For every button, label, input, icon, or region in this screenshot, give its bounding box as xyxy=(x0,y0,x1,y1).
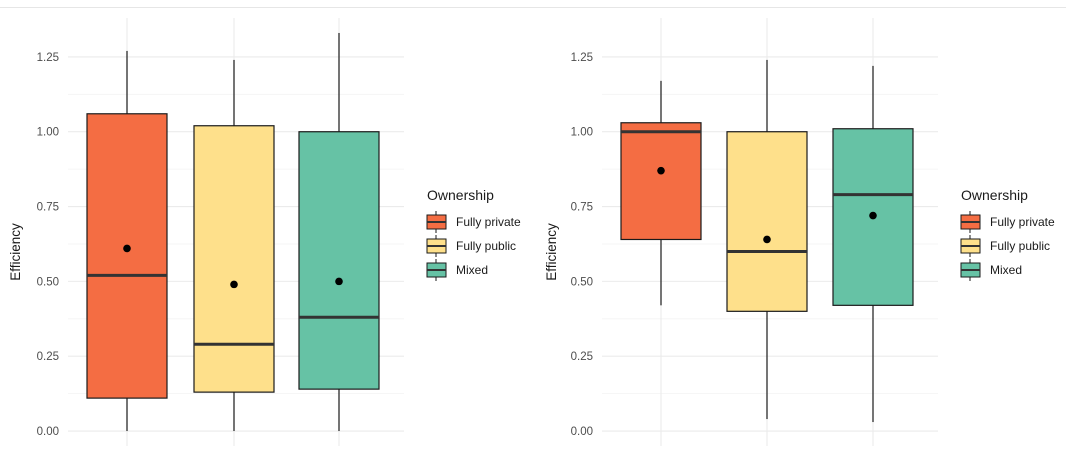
legend-title: Ownership xyxy=(427,187,494,203)
iqr-box xyxy=(298,131,380,390)
box-fully-private xyxy=(620,80,702,306)
legend-entry-label: Mixed xyxy=(456,263,488,277)
y-axis-label: Efficiency xyxy=(8,223,23,281)
mean-point xyxy=(657,166,665,175)
legend-entry-label: Fully private xyxy=(990,215,1055,229)
y-tick-label: 0.25 xyxy=(571,351,593,363)
y-tick-label: 0.00 xyxy=(37,426,59,438)
chart-panel-1: 0.00 0.25 0.50 0.75 1.00 1.25 Efficiency Owners… xyxy=(8,18,521,446)
iqr-box xyxy=(193,125,275,393)
y-tick-label: 1.00 xyxy=(571,127,593,139)
legend: Ownership Fully private Fully public Mixed xyxy=(960,187,1055,281)
mean-point xyxy=(230,280,238,289)
y-tick-label: 0.75 xyxy=(37,202,59,214)
mean-point xyxy=(335,277,343,286)
mean-point xyxy=(763,235,771,244)
legend-entry-label: Fully private xyxy=(456,215,521,229)
box-fully-private xyxy=(86,50,168,432)
y-tick-label: 1.25 xyxy=(37,52,59,64)
legend-title: Ownership xyxy=(961,187,1028,203)
box-fully-public xyxy=(193,59,275,432)
box-mixed xyxy=(832,65,914,423)
y-tick-label: 0.00 xyxy=(571,426,593,438)
y-tick-label: 1.00 xyxy=(37,127,59,139)
iqr-box xyxy=(620,122,702,241)
y-tick-label: 0.75 xyxy=(571,202,593,214)
y-tick-label: 1.25 xyxy=(571,52,593,64)
legend: Ownership Fully private Fully public Mixed xyxy=(426,187,521,281)
top-border xyxy=(0,7,1066,8)
mean-point xyxy=(869,211,877,220)
y-tick-label: 0.50 xyxy=(571,276,593,288)
iqr-box xyxy=(726,131,808,312)
box-fully-public xyxy=(726,59,808,420)
legend-entry-label: Fully public xyxy=(456,239,516,253)
y-axis-label: Efficiency xyxy=(544,223,559,281)
iqr-box xyxy=(86,113,168,399)
box-mixed xyxy=(298,32,380,432)
y-tick-label: 0.50 xyxy=(37,276,59,288)
mean-point xyxy=(123,244,131,253)
legend-entry-label: Mixed xyxy=(990,263,1022,277)
y-tick-label: 0.25 xyxy=(37,351,59,363)
legend-entry-label: Fully public xyxy=(990,239,1050,253)
chart-panel-2: 0.00 0.25 0.50 0.75 1.00 1.25 Efficiency Owners… xyxy=(544,18,1055,446)
